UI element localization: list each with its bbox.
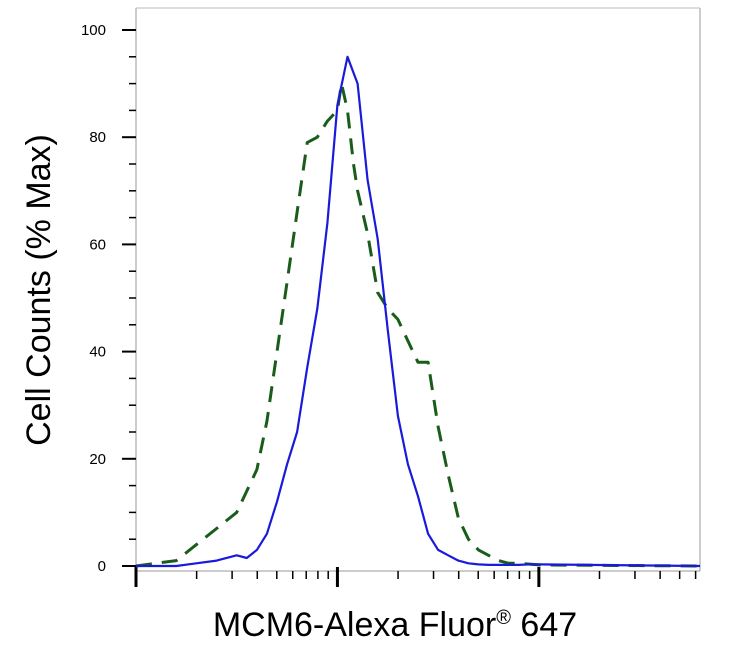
x-axis-title-suffix: 647 — [511, 606, 577, 644]
y-tick-label: 60 — [89, 236, 106, 253]
y-axis-title: Cell Counts (% Max) — [20, 134, 58, 446]
series-line-solid — [136, 55, 701, 568]
y-axis-ticks: 0 20 40 60 80 100 — [81, 22, 136, 575]
y-tick-label: 100 — [81, 22, 106, 39]
x-axis-title-main: MCM6-Alexa Fluor — [213, 606, 496, 644]
plot-frame — [135, 7, 701, 572]
x-axis-ticks — [134, 567, 697, 587]
x-axis-title-superscript: ® — [496, 607, 511, 629]
y-tick-label: 0 — [98, 558, 106, 575]
y-tick-label: 80 — [89, 129, 106, 146]
y-tick-label: 40 — [89, 344, 106, 361]
series-layer — [135, 55, 701, 568]
y-tick-label: 20 — [89, 451, 106, 468]
series-line-dashed — [135, 82, 701, 568]
x-axis-title: MCM6-Alexa Fluor® 647 — [213, 606, 577, 644]
